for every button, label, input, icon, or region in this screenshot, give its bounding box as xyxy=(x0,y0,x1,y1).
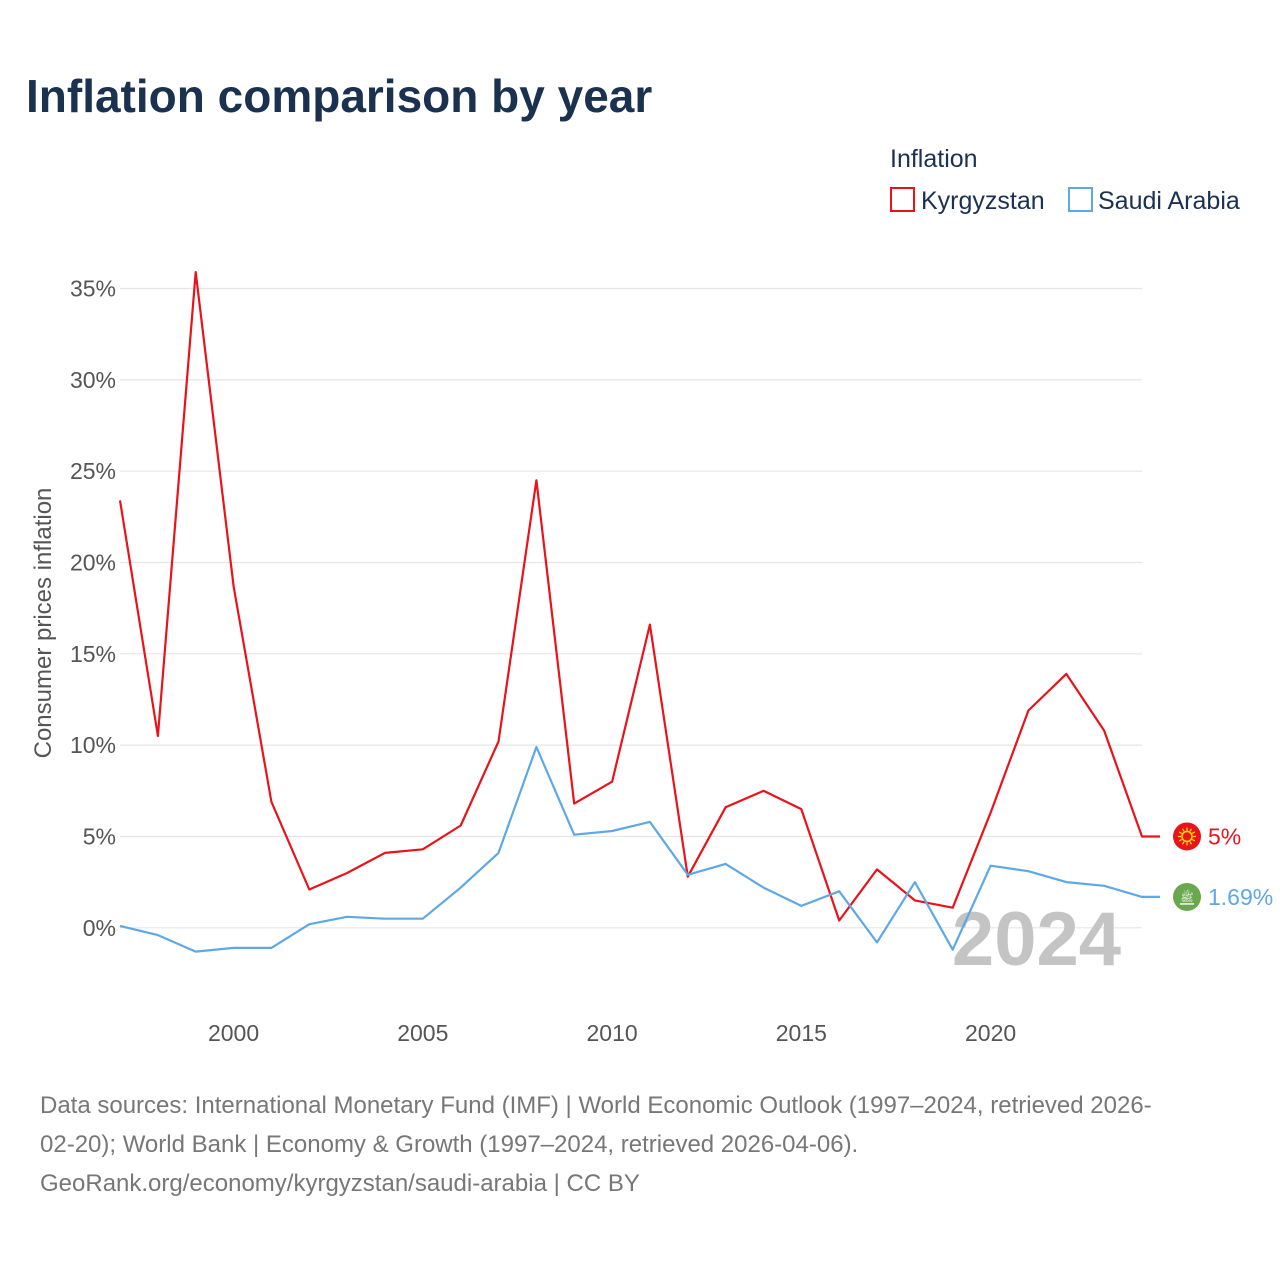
y-tick-label: 20% xyxy=(70,550,116,576)
chart-title: Inflation comparison by year xyxy=(26,70,652,122)
inflation-chart: Inflation comparison by year Inflation K… xyxy=(26,70,1273,1046)
legend: Inflation Kyrgyzstan Saudi Arabia xyxy=(890,145,1240,215)
end-marker-kyrgyzstan: 5% xyxy=(1173,822,1241,851)
y-tick-label: 10% xyxy=(70,732,116,758)
gridlines xyxy=(120,287,1142,929)
y-tick-label: 30% xyxy=(70,367,116,393)
end-label-saudi-arabia: 1.69% xyxy=(1208,884,1273,910)
legend-item-saudi-arabia[interactable]: Saudi Arabia xyxy=(1068,187,1240,215)
end-marker-saudi-arabia: ﷺ 1.69% xyxy=(1173,882,1273,911)
x-tick-label: 2010 xyxy=(586,1020,637,1046)
x-tick-label: 2015 xyxy=(776,1020,827,1046)
y-tick-label: 35% xyxy=(70,276,116,302)
end-label-kyrgyzstan: 5% xyxy=(1208,823,1241,849)
legend-item-kyrgyzstan[interactable]: Kyrgyzstan xyxy=(890,187,1045,215)
kyrgyzstan-flag-icon xyxy=(1173,822,1201,851)
legend-title: Inflation xyxy=(890,145,978,173)
legend-swatch-kyrgyzstan xyxy=(890,187,915,212)
x-tick-label: 2000 xyxy=(208,1020,259,1046)
svg-text:ﷺ: ﷺ xyxy=(1180,889,1193,904)
y-axis-ticks: 0% 5% 10% 15% 20% 25% 30% 35% xyxy=(70,276,116,941)
source-line-3: GeoRank.org/economy/kyrgyzstan/saudi-ara… xyxy=(40,1170,640,1197)
x-tick-label: 2020 xyxy=(965,1020,1016,1046)
x-tick-label: 2005 xyxy=(397,1020,448,1046)
y-tick-label: 15% xyxy=(70,641,116,667)
legend-label-saudi-arabia: Saudi Arabia xyxy=(1098,187,1240,215)
y-axis-title: Consumer prices inflation xyxy=(30,488,57,759)
legend-label-kyrgyzstan: Kyrgyzstan xyxy=(921,187,1045,215)
series-lines xyxy=(118,271,1160,953)
saudi-arabia-flag-icon: ﷺ xyxy=(1173,882,1201,911)
series-line-kyrgyzstan xyxy=(118,271,1160,922)
y-tick-label: 5% xyxy=(83,823,116,849)
y-tick-label: 0% xyxy=(83,915,116,941)
data-source-note: Data sources: International Monetary Fun… xyxy=(40,1086,1250,1203)
source-line-2: 02-20); World Bank | Economy & Growth (1… xyxy=(40,1131,859,1158)
source-line-1: Data sources: International Monetary Fun… xyxy=(40,1092,1152,1119)
year-watermark: 2024 xyxy=(952,897,1121,982)
legend-swatch-saudi-arabia xyxy=(1068,187,1093,212)
y-tick-label: 25% xyxy=(70,458,116,484)
series-line-saudi-arabia xyxy=(119,745,1160,953)
x-axis-ticks: 2000 2005 2010 2015 2020 xyxy=(208,1020,1016,1046)
